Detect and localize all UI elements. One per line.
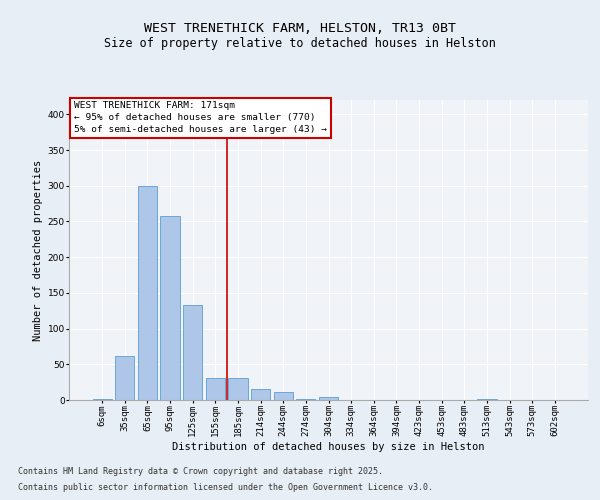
Bar — [229, 378, 248, 400]
Bar — [274, 392, 293, 400]
Bar — [319, 397, 338, 400]
Text: WEST TRENETHICK FARM: 171sqm
← 95% of detached houses are smaller (770)
5% of se: WEST TRENETHICK FARM: 171sqm ← 95% of de… — [74, 102, 327, 134]
Bar — [115, 356, 134, 400]
Text: Contains HM Land Registry data © Crown copyright and database right 2025.: Contains HM Land Registry data © Crown c… — [18, 468, 383, 476]
Bar — [251, 390, 270, 400]
Bar — [92, 398, 112, 400]
Y-axis label: Number of detached properties: Number of detached properties — [34, 160, 43, 340]
Bar — [138, 186, 157, 400]
Bar — [160, 216, 180, 400]
Text: Contains public sector information licensed under the Open Government Licence v3: Contains public sector information licen… — [18, 482, 433, 492]
Text: WEST TRENETHICK FARM, HELSTON, TR13 0BT: WEST TRENETHICK FARM, HELSTON, TR13 0BT — [144, 22, 456, 36]
Text: Size of property relative to detached houses in Helston: Size of property relative to detached ho… — [104, 38, 496, 51]
Bar — [206, 378, 225, 400]
X-axis label: Distribution of detached houses by size in Helston: Distribution of detached houses by size … — [172, 442, 485, 452]
Bar — [183, 305, 202, 400]
